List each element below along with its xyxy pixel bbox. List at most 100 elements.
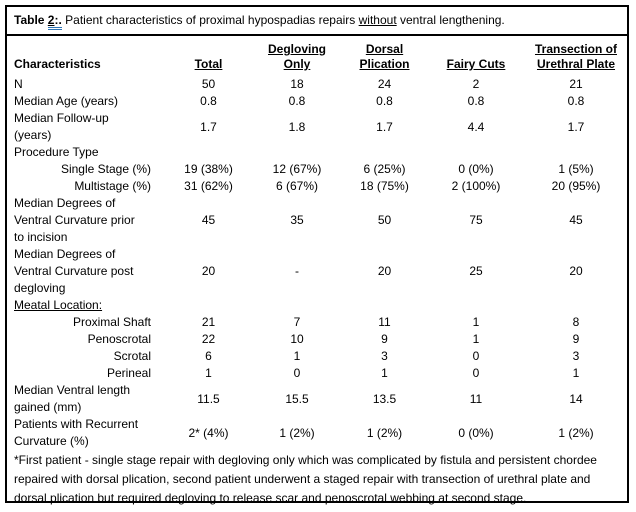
patient-characteristics-table: Table 2:. Patient characteristics of pro… — [5, 5, 629, 505]
table-row-median-followup: Median Follow-up (years) 1.7 1.8 1.7 4.4… — [7, 110, 627, 144]
cell-value: 0.8 — [567, 94, 585, 108]
cell-value — [165, 297, 252, 314]
cell-value: 20 — [377, 264, 392, 278]
cell-value: 24 — [377, 77, 392, 91]
cell-value: 0.8 — [376, 94, 393, 108]
cell-value: 20 (95%) — [551, 179, 601, 193]
table-row-curvature-post: Median Degrees of Ventral Curvature post… — [7, 246, 627, 297]
table-footnote: *First patient - single stage repair wit… — [14, 453, 597, 505]
caption-table-number: 2 — [47, 13, 55, 27]
cell-value: 31 (62%) — [184, 179, 233, 193]
cell-value: 21 — [569, 77, 583, 91]
cell-value: 0 — [293, 366, 301, 380]
table-row-ventral-length: Median Ventral length gained (mm) 11.5 1… — [7, 382, 627, 416]
data-table: Characteristics Total Degloving Only Dor… — [7, 36, 627, 450]
cell-value: 8 — [572, 315, 580, 329]
cell-value: 19 (38%) — [184, 162, 233, 176]
cell-value — [525, 144, 627, 161]
cell-value: 1 (2%) — [558, 425, 594, 440]
cell-value: 11 — [469, 391, 483, 406]
cell-value — [525, 297, 627, 314]
cell-value: 15.5 — [285, 391, 309, 406]
cell-value: 0.8 — [200, 94, 217, 108]
cell-value: 1 — [381, 366, 388, 380]
table-caption: Table 2:. Patient characteristics of pro… — [7, 7, 627, 36]
cell-value — [427, 297, 525, 314]
column-header-fairy-cuts: Fairy Cuts — [446, 57, 506, 71]
cell-value: 0 — [472, 366, 480, 380]
caption-table-word: Table — [14, 13, 48, 27]
row-label: Multistage (%) — [74, 179, 151, 193]
row-label: Scrotal — [113, 349, 151, 363]
cell-value: 6 (67%) — [275, 179, 319, 193]
table-row-proximal-shaft: Proximal Shaft 21 7 11 1 8 — [7, 314, 627, 331]
cell-value: 45 — [569, 213, 583, 227]
cell-value: 1 — [205, 366, 212, 380]
table-row-scrotal: Scrotal 6 1 3 0 3 — [7, 348, 627, 365]
cell-value: 18 (75%) — [360, 179, 409, 193]
row-label: Median Degrees of Ventral Curvature post… — [14, 247, 134, 295]
cell-value — [342, 144, 427, 161]
cell-value: 1.8 — [288, 119, 306, 134]
row-label: Median Age (years) — [14, 94, 119, 108]
cell-value: 50 — [377, 213, 392, 227]
table-row-n: N 50 18 24 2 21 — [7, 76, 627, 93]
caption-text-end: ventral lengthening. — [396, 13, 505, 27]
cell-value: 21 — [201, 315, 216, 329]
cell-value: 1.7 — [567, 119, 585, 134]
cell-value: 9 — [572, 332, 580, 346]
cell-value: - — [295, 264, 299, 278]
column-header-degloving-only: Degloving Only — [267, 42, 326, 71]
cell-value: 6 (25%) — [363, 162, 406, 176]
header-row: Characteristics Total Degloving Only Dor… — [7, 36, 627, 76]
table-row-single-stage: Single Stage (%) 19 (38%) 12 (67%) 6 (25… — [7, 161, 627, 178]
table-row-median-age: Median Age (years) 0.8 0.8 0.8 0.8 0.8 — [7, 93, 627, 110]
cell-value: 1 — [572, 366, 580, 380]
cell-value: 4.4 — [467, 119, 485, 134]
cell-value: 75 — [469, 213, 483, 227]
row-label: Penoscrotal — [87, 332, 151, 346]
row-label: Median Degrees of Ventral Curvature prio… — [14, 196, 135, 244]
cell-value: 45 — [201, 213, 216, 227]
row-label: Meatal Location: — [14, 298, 103, 312]
cell-value — [165, 144, 252, 161]
table-row-penoscrotal: Penoscrotal 22 10 9 1 9 — [7, 331, 627, 348]
cell-value: 1 (2%) — [366, 425, 403, 440]
row-label: N — [14, 77, 23, 91]
cell-value: 1 — [472, 315, 480, 329]
row-label: Single Stage (%) — [60, 162, 151, 176]
cell-value: 1.7 — [200, 119, 217, 134]
cell-value: 50 — [201, 77, 216, 91]
caption-punctuation: :. — [54, 13, 62, 27]
table-row-multistage: Multistage (%) 31 (62%) 6 (67%) 18 (75%)… — [7, 178, 627, 195]
grammar-check-underline: 2:. — [47, 13, 62, 30]
cell-value: 18 — [290, 77, 304, 91]
cell-value: 1 — [293, 349, 301, 363]
table-row-perineal: Perineal 1 0 1 0 1 — [7, 365, 627, 382]
row-label: Procedure Type — [14, 145, 99, 159]
cell-value — [427, 144, 525, 161]
row-label: Median Follow-up (years) — [14, 111, 109, 142]
column-header-total: Total — [194, 57, 223, 71]
column-header-dorsal-plication: Dorsal Plication — [359, 42, 410, 71]
cell-value — [252, 297, 342, 314]
table-row-meatal-location: Meatal Location: — [7, 297, 627, 314]
row-label: Perineal — [106, 366, 151, 380]
cell-value: 1 (2%) — [279, 425, 315, 440]
cell-value: 20 — [569, 264, 583, 278]
cell-value: 20 — [201, 264, 216, 278]
cell-value: 11 — [378, 315, 391, 329]
cell-value: 6 — [205, 349, 212, 363]
row-label: Patients with Recurrent Curvature (%) — [14, 417, 139, 448]
cell-value: 13.5 — [372, 391, 397, 406]
cell-value: 0 (0%) — [458, 425, 494, 440]
row-label: Median Ventral length gained (mm) — [14, 383, 131, 414]
caption-text: Patient characteristics of proximal hypo… — [61, 13, 359, 27]
cell-value: 2* (4%) — [188, 425, 229, 440]
cell-value: 7 — [293, 315, 301, 329]
cell-value: 9 — [381, 332, 388, 346]
column-header-characteristics: Characteristics — [14, 57, 101, 71]
row-label: Proximal Shaft — [72, 315, 151, 329]
caption-underlined-word: without — [358, 13, 397, 27]
cell-value: 0.8 — [288, 94, 306, 108]
